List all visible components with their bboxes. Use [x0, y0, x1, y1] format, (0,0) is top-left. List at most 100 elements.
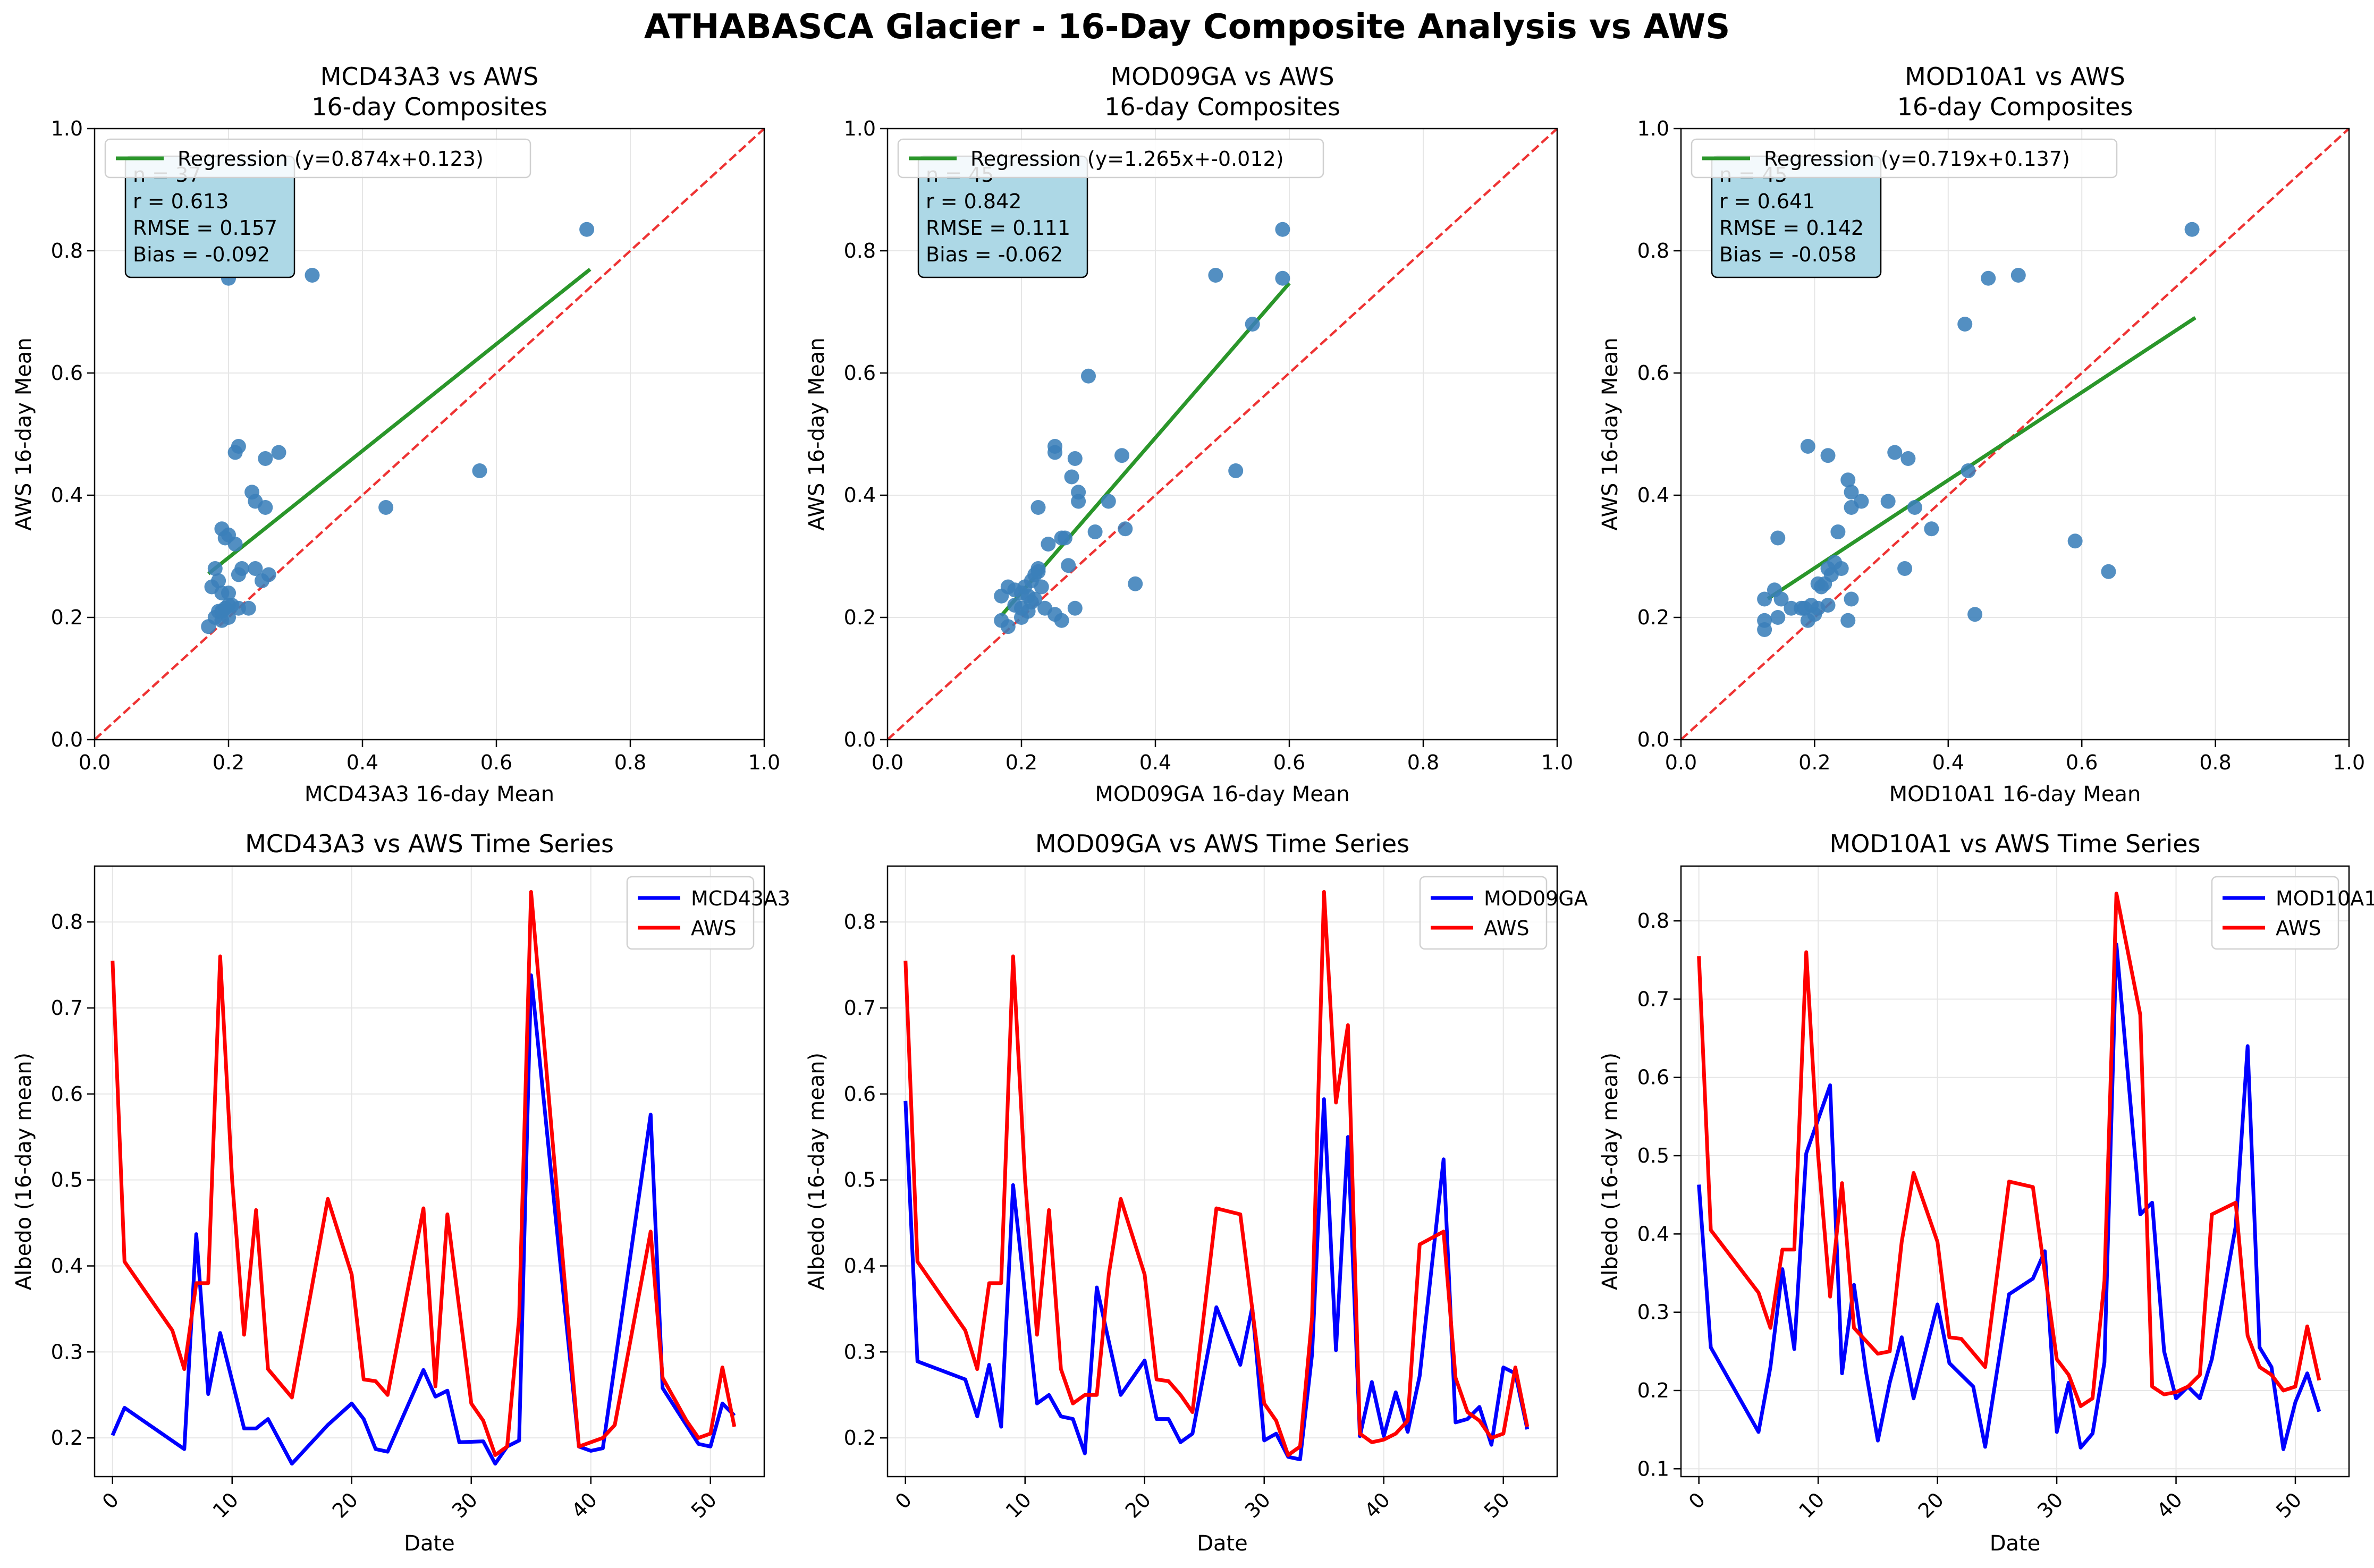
scatter-point [2184, 222, 2200, 237]
panel-subtitle: 16-day Composites [1104, 92, 1340, 121]
legend-label: MOD09GA [1484, 887, 1588, 910]
scatter-point [1027, 591, 1043, 607]
scatter-point [378, 500, 394, 515]
y-tick-label: 0.6 [51, 361, 83, 385]
scatter-point [1034, 579, 1049, 595]
x-tick-label: 0.4 [1932, 751, 1964, 774]
regression-line [1767, 316, 2196, 600]
scatter-point [1813, 579, 1829, 595]
scatter-point [1007, 598, 1023, 613]
scatter-point [2067, 533, 2083, 549]
x-tick-label: 0.8 [1407, 751, 1439, 774]
y-tick-label: 0.4 [1637, 484, 1669, 507]
scatter-point [1844, 591, 1859, 607]
scatter-point [1228, 463, 1244, 478]
y-tick-label: 0.4 [844, 484, 876, 507]
y-tick-label: 0.2 [51, 606, 83, 629]
plot-region [1681, 129, 2349, 740]
one-to-one-line [888, 129, 1557, 740]
legend-background [1691, 138, 2118, 179]
x-tick-label: 1.0 [1541, 751, 1573, 774]
x-tick-label: 50 [1480, 1488, 1514, 1522]
one-to-one-line [1681, 129, 2349, 740]
x-axis-label: Date [1197, 1531, 1248, 1556]
x-tick-label: 0.8 [2199, 751, 2231, 774]
stats-line: RMSE = 0.157 [133, 216, 277, 240]
axes-frame [886, 128, 1558, 741]
scatter-point [231, 567, 246, 582]
panel-title: MOD10A1 vs AWS Time Series [1830, 829, 2201, 858]
y-tick-label: 0.2 [51, 1426, 83, 1450]
scatter-point [1844, 485, 1859, 500]
scatter-point [1081, 368, 1096, 384]
scatter-point [579, 222, 595, 237]
y-tick-label: 0.0 [844, 728, 876, 751]
y-tick-label: 0.2 [1637, 1379, 1669, 1402]
x-tick-label: 0.2 [1006, 751, 1037, 774]
y-tick-label: 0.8 [1637, 909, 1669, 933]
y-tick-label: 0.2 [844, 606, 876, 629]
y-tick-label: 0.6 [844, 361, 876, 385]
scatter-point [1128, 576, 1143, 591]
x-tick-label: 20 [1121, 1488, 1155, 1522]
y-tick-label: 0.0 [51, 728, 83, 751]
regression-line [207, 268, 592, 575]
scatter-point [1067, 600, 1083, 616]
y-axis-label: Albedo (16-day mean) [12, 1053, 36, 1290]
x-tick-label: 20 [328, 1488, 362, 1522]
y-tick-label: 0.8 [844, 910, 876, 934]
y-tick-label: 0.2 [844, 1426, 876, 1450]
scatter-point [1114, 448, 1129, 463]
stats-line: r = 0.842 [926, 190, 1021, 213]
scatter-point [211, 573, 226, 588]
y-tick-label: 0.5 [844, 1168, 876, 1192]
axes-frame [1680, 128, 2350, 741]
scatter-point [1957, 317, 1973, 332]
aws-series-line [111, 890, 737, 1457]
stats-line: Bias = -0.058 [1719, 243, 1856, 266]
y-tick-label: 0.0 [1637, 728, 1669, 751]
scatter-point [1757, 622, 1772, 637]
x-tick-label: 40 [2152, 1488, 2187, 1522]
scatter-point [248, 561, 263, 576]
aws-series-line [1697, 892, 2321, 1408]
legend-label: Regression (y=1.265x+-0.012) [970, 147, 1284, 171]
scatter-point [305, 268, 320, 283]
x-tick-label: 0 [891, 1488, 916, 1513]
scatter-point [1208, 268, 1223, 283]
figure-title: ATHABASCA Glacier - 16-Day Composite Ana… [644, 7, 1730, 47]
y-tick-label: 0.2 [1637, 606, 1669, 629]
scatter-point [1064, 469, 1079, 485]
y-tick-label: 0.6 [1637, 361, 1669, 385]
x-tick-label: 20 [1914, 1488, 1948, 1522]
timeseries-panel-1: 0 10 20 30 40 50 0.2 0.3 0.4 0.5 0.6 0.7 0.8 MCD43A3 … [12, 829, 790, 1556]
y-tick-label: 0.6 [844, 1082, 876, 1106]
y-axis-label: AWS 16-day Mean [12, 337, 36, 530]
stats-line: RMSE = 0.111 [926, 216, 1070, 240]
scatter-point [255, 573, 269, 588]
stats-line: Bias = -0.092 [133, 243, 270, 266]
x-axis-label: Date [1990, 1531, 2041, 1556]
scatter-panel-3: 0.0 0.2 0.4 0.6 0.8 1.0 0.0 0.2 0.4 0.6 0.8 1.0 MOD1… [1598, 62, 2365, 807]
x-tick-label: 0.8 [614, 751, 646, 774]
y-axis-label: AWS 16-day Mean [805, 337, 829, 530]
legend-background [897, 138, 1324, 179]
y-axis-label: Albedo (16-day mean) [805, 1053, 829, 1290]
x-tick-label: 0 [1684, 1488, 1710, 1513]
legend: MCD43A3 AWS [626, 876, 790, 950]
panel-title: MCD43A3 vs AWS Time Series [245, 829, 614, 858]
scatter-point [1794, 600, 1809, 616]
x-axis-label: MOD10A1 16-day Mean [1889, 782, 2141, 807]
legend-label: MCD43A3 [691, 887, 790, 910]
legend-background [626, 876, 755, 950]
x-tick-label: 10 [1001, 1488, 1036, 1522]
scatter-point [1030, 564, 1046, 579]
scatter-point [1101, 494, 1116, 509]
legend-background [2211, 876, 2339, 950]
y-tick-label: 1.0 [51, 117, 83, 140]
scatter-point [1067, 451, 1083, 466]
scatter-point [1770, 530, 1786, 546]
y-tick-label: 0.6 [1637, 1066, 1669, 1089]
scatter-point [994, 588, 1009, 604]
